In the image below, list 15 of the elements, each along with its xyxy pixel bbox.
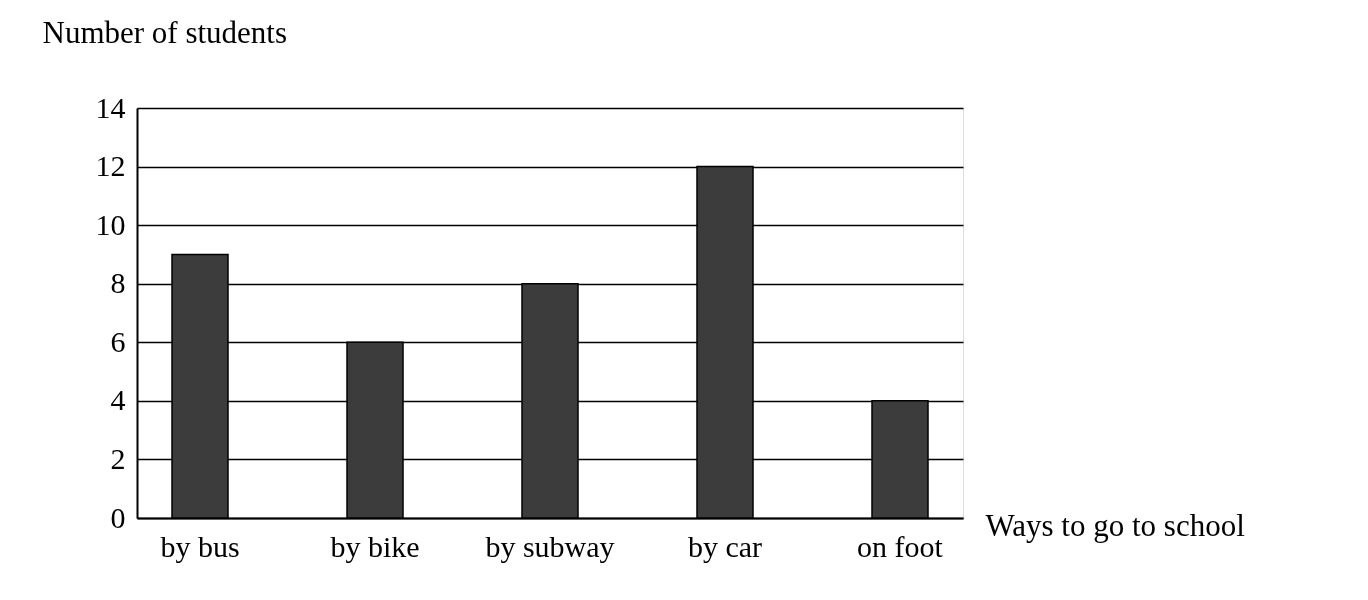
y-tick-label: 2 (110, 441, 126, 475)
y-tick-label: 12 (95, 149, 126, 183)
y-tick-label: 14 (95, 90, 126, 124)
y-tick-label: 6 (110, 324, 126, 358)
x-tick-label: on foot (857, 529, 944, 563)
x-tick-label: by bike (330, 529, 420, 563)
y-tick-label: 0 (110, 500, 126, 534)
x-tick-label: by car (687, 529, 763, 563)
x-axis-title: Ways to go to school (985, 507, 1245, 543)
y-tick-label: 8 (110, 266, 126, 300)
y-axis-title: Number of students (42, 14, 288, 50)
y-tick-label: 4 (110, 383, 126, 417)
x-tick-label: by bus (160, 529, 240, 563)
y-tick-label: 10 (95, 207, 126, 241)
x-tick-label: by subway (485, 529, 615, 563)
